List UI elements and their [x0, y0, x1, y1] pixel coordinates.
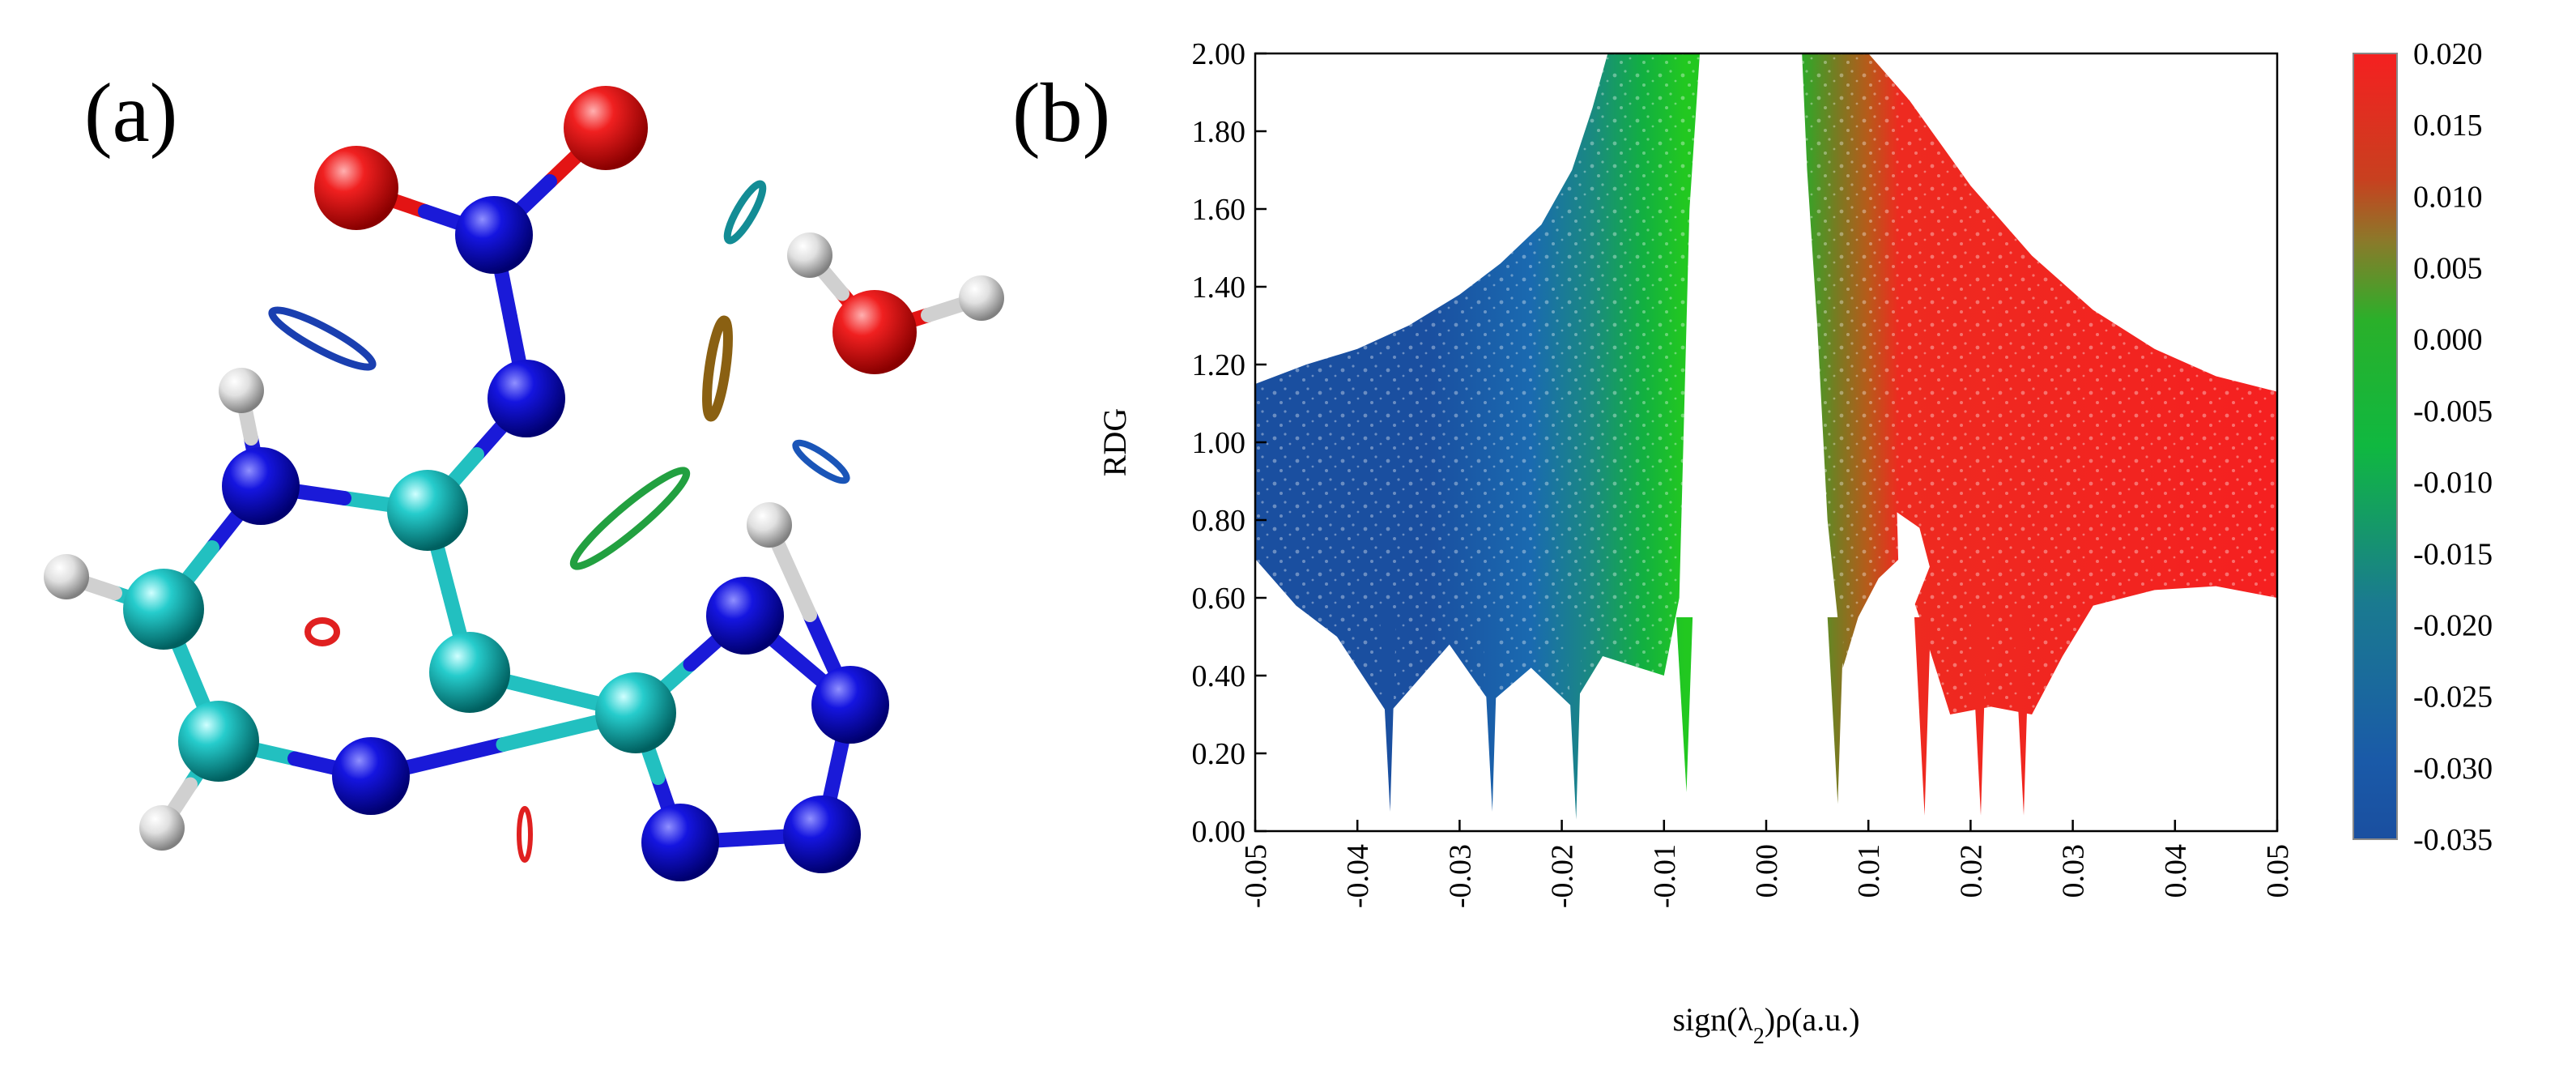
colorbar-tick-label: 0.010	[2413, 180, 2483, 214]
colorbar-tick-label: -0.015	[2413, 537, 2493, 571]
atom-N	[783, 795, 861, 873]
y-tick-label: 0.40	[1192, 659, 1246, 693]
nci-surface	[569, 467, 691, 570]
y-tick-label: 0.60	[1192, 582, 1246, 616]
x-tick-label: 0.00	[1750, 844, 1784, 898]
atom-C	[429, 632, 510, 713]
nci-surface	[304, 617, 340, 646]
nci-surface	[792, 439, 850, 484]
repulsive-region-texture	[1802, 53, 2277, 714]
x-tick-label: 0.05	[2261, 844, 2295, 898]
y-tick-label: 0.00	[1192, 815, 1246, 849]
nci-surface	[702, 315, 733, 422]
x-tick-label: 0.04	[2159, 844, 2193, 898]
y-tick-label: 1.80	[1192, 115, 1246, 149]
atom-O	[314, 146, 398, 230]
colorbar-tick-label: -0.010	[2413, 466, 2493, 500]
y-axis-label: RDG	[1096, 408, 1133, 476]
atom-C	[178, 701, 259, 782]
colorbar-tick-label: 0.000	[2413, 323, 2483, 357]
panel-a-label: (a)	[84, 66, 178, 160]
y-tick-label: 1.60	[1192, 193, 1246, 227]
colorbar: 0.020 0.015 0.010 0.005 0.000 -0.005 -0.010 -0.…	[2352, 37, 2493, 857]
spike	[1827, 617, 1844, 804]
molecule-structure	[44, 86, 1004, 881]
atom-C	[387, 470, 468, 551]
x-tick-label: 0.01	[1852, 844, 1886, 898]
atom-O	[832, 290, 917, 374]
colorbar-tick-label: -0.005	[2413, 394, 2493, 429]
spike	[1914, 617, 1931, 816]
atom-N	[222, 447, 300, 525]
x-tick-label: 0.03	[2057, 844, 2091, 898]
attractive-region-texture	[1255, 53, 1700, 714]
atom-N	[488, 360, 565, 437]
atom-O	[564, 86, 648, 170]
nci-surface	[268, 306, 377, 371]
atom-N	[332, 737, 410, 815]
spike	[1482, 617, 1499, 812]
y-tick-label: 0.20	[1192, 737, 1246, 771]
colorbar-gradient	[2352, 53, 2398, 840]
x-tick-label: -0.01	[1648, 844, 1682, 908]
nci-surface	[517, 806, 533, 863]
y-tick-label: 1.00	[1192, 426, 1246, 460]
atom-H	[219, 368, 264, 413]
x-tick-label: -0.03	[1443, 844, 1477, 908]
x-tick-label: -0.05	[1239, 844, 1273, 908]
colorbar-tick-label: -0.035	[2413, 823, 2493, 857]
atom-N	[455, 196, 533, 274]
spike	[1675, 617, 1693, 792]
colorbar-tick-label: 0.015	[2413, 109, 2483, 143]
atom-H	[44, 554, 89, 599]
x-tick-label: 0.02	[1954, 844, 1988, 898]
gap-region	[1897, 512, 1930, 606]
colorbar-tick-label: -0.030	[2413, 752, 2493, 786]
spike	[1565, 617, 1582, 820]
atom-H	[139, 805, 185, 851]
colorbar-tick-label: 0.020	[2413, 37, 2483, 71]
nci-surface	[723, 180, 767, 245]
panel-b-label: (b)	[1012, 66, 1111, 160]
atom-N	[641, 804, 719, 881]
atom-H	[787, 232, 832, 278]
x-tick-label: -0.04	[1341, 844, 1375, 908]
atom-C	[595, 672, 676, 753]
spike	[1379, 617, 1397, 812]
y-tick-label: 0.80	[1192, 504, 1246, 538]
x-axis-label: sign(λ2)ρ(a.u.)	[1672, 1001, 1859, 1049]
spike	[1970, 617, 1987, 816]
plot-area	[1255, 53, 2277, 820]
x-tick-label: -0.02	[1546, 844, 1580, 908]
colorbar-tick-label: 0.005	[2413, 252, 2483, 286]
y-tick-label: 2.00	[1192, 37, 1246, 71]
atom-N	[706, 577, 784, 655]
atom-N	[811, 666, 889, 744]
y-tick-label: 1.20	[1192, 348, 1246, 382]
atom-H	[959, 275, 1004, 321]
y-axis: 0.00 0.20 0.40 0.60 0.80 1.00 1.20 1.40 1.60 1.80…	[1192, 37, 1267, 849]
x-axis: -0.05 -0.04 -0.03 -0.02 -0.01 0.00 0.01 0.02 0.0…	[1239, 820, 2295, 908]
spike	[2013, 617, 2030, 816]
y-tick-label: 1.40	[1192, 271, 1246, 305]
colorbar-tick-label: -0.025	[2413, 680, 2493, 714]
atom-H	[747, 502, 792, 548]
colorbar-tick-label: -0.020	[2413, 608, 2493, 642]
atom-C	[123, 569, 204, 650]
